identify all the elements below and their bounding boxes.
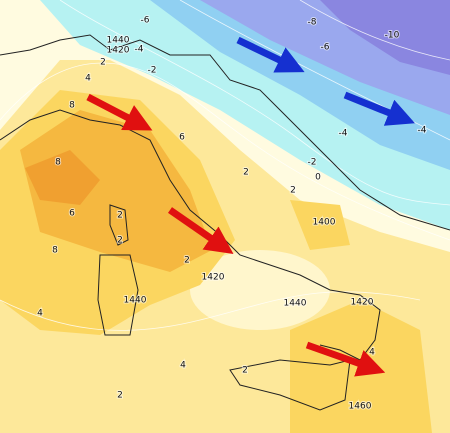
contour-label: 2 [117, 236, 123, 246]
contour-label: -2 [308, 158, 317, 168]
cold-flow-arrow [343, 91, 415, 126]
contour-label: 2 [290, 186, 296, 196]
contour-label: 1460 [349, 402, 372, 412]
contour-label: -4 [339, 129, 348, 139]
contour-label: 4 [369, 348, 375, 358]
coastlines [0, 34, 450, 411]
contour-label: 0 [315, 173, 321, 183]
warm-flow-arrow [305, 341, 386, 377]
contour-label: 2 [117, 211, 123, 221]
contour-label: 1440 [107, 36, 130, 46]
contour-label: 1440 [284, 299, 307, 309]
contour-label: 8 [52, 246, 58, 256]
contour-label: -4 [135, 45, 144, 55]
warm-flow-arrow [86, 93, 153, 131]
labels: -6 -8 -10 1440 1420 -4 -6 -2 2 4 -4 -4 8… [36, 15, 428, 413]
contour-label: 4 [180, 361, 186, 371]
contour-label: -6 [141, 16, 150, 26]
contour-label: 2 [242, 366, 248, 376]
contour-label: 1420 [351, 298, 374, 308]
contour-label: -8 [308, 18, 317, 28]
contour-label: -6 [321, 43, 330, 53]
contour-label: 8 [55, 158, 61, 168]
contour-label: -2 [148, 66, 157, 76]
contour-label: 2 [184, 256, 190, 266]
arrows [86, 36, 415, 377]
contour-label: 1420 [107, 46, 130, 56]
contour-label: 4 [37, 309, 43, 319]
contour-label: 2 [117, 391, 123, 401]
contour-label: 1440 [124, 296, 147, 306]
contour-label: 1400 [313, 218, 336, 228]
cold-flow-arrow [236, 36, 305, 73]
contour-label: -4 [418, 126, 427, 136]
contour-label: 8 [69, 101, 75, 111]
warm-flow-arrow [168, 207, 234, 254]
contour-label: -10 [385, 31, 400, 41]
contour-label: 2 [243, 168, 249, 178]
contour-label: 2 [100, 58, 106, 68]
contour-label: 6 [179, 133, 185, 143]
contour-label: 6 [69, 209, 75, 219]
contour-label: 4 [85, 74, 91, 84]
contour-label: 1420 [202, 273, 225, 283]
